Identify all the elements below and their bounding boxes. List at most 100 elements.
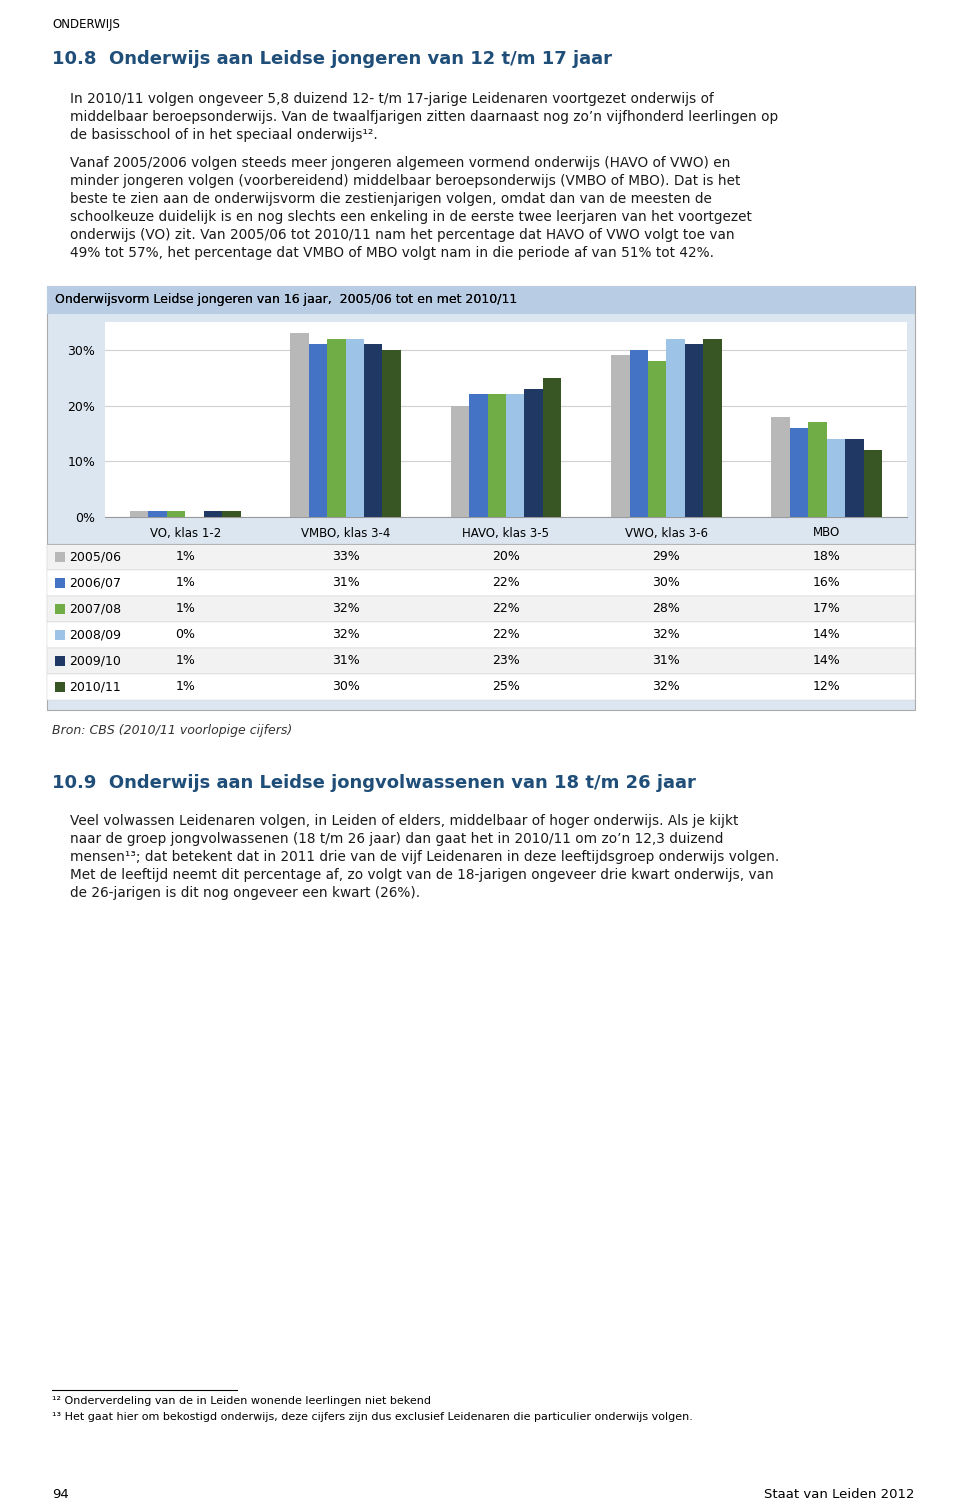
- Bar: [790, 428, 808, 517]
- Text: 20%: 20%: [492, 550, 520, 564]
- Text: 1%: 1%: [176, 550, 195, 564]
- Text: HAVO, klas 3-5: HAVO, klas 3-5: [463, 526, 549, 539]
- Text: 2005/06: 2005/06: [69, 550, 121, 564]
- Bar: [55, 604, 65, 613]
- Text: 14%: 14%: [813, 629, 841, 642]
- Text: 2007/08: 2007/08: [69, 603, 121, 615]
- Bar: [222, 511, 241, 517]
- Text: 1%: 1%: [176, 577, 195, 589]
- Text: 2010/11: 2010/11: [69, 680, 121, 694]
- Text: minder jongeren volgen (voorbereidend) middelbaar beroepsonderwijs (VMBO of MBO): minder jongeren volgen (voorbereidend) m…: [70, 174, 740, 187]
- Text: 31%: 31%: [332, 577, 359, 589]
- Bar: [47, 648, 915, 674]
- Bar: [469, 394, 488, 517]
- Text: 30%: 30%: [331, 680, 360, 694]
- Bar: [55, 579, 65, 588]
- Text: MBO: MBO: [813, 526, 840, 539]
- Bar: [450, 405, 469, 517]
- Text: 16%: 16%: [813, 577, 841, 589]
- Text: 22%: 22%: [492, 629, 520, 642]
- Text: schoolkeuze duidelijk is en nog slechts een enkeling in de eerste twee leerjaren: schoolkeuze duidelijk is en nog slechts …: [70, 210, 752, 224]
- Text: middelbaar beroepsonderwijs. Van de twaalfjarigen zitten daarnaast nog zo’n vijf: middelbaar beroepsonderwijs. Van de twaa…: [70, 110, 779, 124]
- Bar: [47, 544, 915, 570]
- Text: Met de leeftijd neemt dit percentage af, zo volgt van de 18-jarigen ongeveer dri: Met de leeftijd neemt dit percentage af,…: [70, 867, 774, 882]
- Text: VWO, klas 3-6: VWO, klas 3-6: [625, 526, 708, 539]
- Bar: [47, 570, 915, 595]
- Text: 1%: 1%: [176, 680, 195, 694]
- Text: ONDERWIJS: ONDERWIJS: [52, 18, 120, 32]
- Text: mensen¹³; dat betekent dat in 2011 drie van de vijf Leidenaren in deze leeftijds: mensen¹³; dat betekent dat in 2011 drie …: [70, 851, 780, 864]
- Bar: [772, 417, 790, 517]
- Text: 1%: 1%: [176, 654, 195, 668]
- Bar: [55, 552, 65, 562]
- Bar: [506, 394, 524, 517]
- Bar: [47, 623, 915, 648]
- Bar: [290, 332, 309, 517]
- Bar: [47, 286, 915, 314]
- Text: VMBO, klas 3-4: VMBO, klas 3-4: [300, 526, 391, 539]
- Text: de basisschool of in het speciaal onderwijs¹².: de basisschool of in het speciaal onderw…: [70, 128, 377, 142]
- Bar: [382, 351, 401, 517]
- Text: Staat van Leiden 2012: Staat van Leiden 2012: [764, 1488, 915, 1500]
- Bar: [630, 351, 648, 517]
- Bar: [105, 322, 907, 517]
- Text: onderwijs (VO) zit. Van 2005/06 tot 2010/11 nam het percentage dat HAVO of VWO v: onderwijs (VO) zit. Van 2005/06 tot 2010…: [70, 228, 734, 242]
- Text: Veel volwassen Leidenaren volgen, in Leiden of elders, middelbaar of hoger onder: Veel volwassen Leidenaren volgen, in Lei…: [70, 814, 738, 828]
- Text: 31%: 31%: [653, 654, 681, 668]
- Text: 10.9  Onderwijs aan Leidse jongvolwassenen van 18 t/m 26 jaar: 10.9 Onderwijs aan Leidse jongvolwassene…: [52, 774, 696, 792]
- Bar: [488, 394, 506, 517]
- Bar: [827, 440, 845, 517]
- Bar: [47, 286, 915, 710]
- Text: 94: 94: [52, 1488, 69, 1500]
- Text: 28%: 28%: [653, 603, 681, 615]
- Text: 14%: 14%: [813, 654, 841, 668]
- Bar: [648, 361, 666, 517]
- Text: 18%: 18%: [813, 550, 841, 564]
- Text: 22%: 22%: [492, 577, 520, 589]
- Text: 32%: 32%: [653, 680, 681, 694]
- Bar: [684, 345, 704, 517]
- Text: Vanaf 2005/2006 volgen steeds meer jongeren algemeen vormend onderwijs (HAVO of : Vanaf 2005/2006 volgen steeds meer jonge…: [70, 156, 731, 171]
- Text: Onderwijsvorm Leidse jongeren van 16 jaar,  2005/06 tot en met 2010/11: Onderwijsvorm Leidse jongeren van 16 jaa…: [55, 293, 517, 307]
- Text: 17%: 17%: [813, 603, 841, 615]
- Text: 29%: 29%: [653, 550, 681, 564]
- Bar: [612, 355, 630, 517]
- Bar: [346, 338, 364, 517]
- Bar: [204, 511, 222, 517]
- Text: 33%: 33%: [332, 550, 359, 564]
- Bar: [47, 674, 915, 700]
- Bar: [55, 630, 65, 641]
- Text: ¹³ Het gaat hier om bekostigd onderwijs, deze cijfers zijn dus exclusief Leidena: ¹³ Het gaat hier om bekostigd onderwijs,…: [52, 1411, 693, 1422]
- Text: 32%: 32%: [332, 603, 359, 615]
- Bar: [55, 681, 65, 692]
- Text: 0%: 0%: [175, 629, 195, 642]
- Text: de 26-jarigen is dit nog ongeveer een kwart (26%).: de 26-jarigen is dit nog ongeveer een kw…: [70, 885, 420, 901]
- Text: 32%: 32%: [653, 629, 681, 642]
- Text: Onderwijsvorm Leidse jongeren van 16 jaar,  2005/06 tot en met 2010/11: Onderwijsvorm Leidse jongeren van 16 jaa…: [55, 293, 517, 307]
- Text: 22%: 22%: [492, 603, 520, 615]
- Bar: [808, 422, 827, 517]
- Text: 30%: 30%: [653, 577, 681, 589]
- Text: 1%: 1%: [176, 603, 195, 615]
- Text: 32%: 32%: [332, 629, 359, 642]
- Text: beste te zien aan de onderwijsvorm die zestienjarigen volgen, omdat dan van de m: beste te zien aan de onderwijsvorm die z…: [70, 192, 712, 205]
- Text: 2008/09: 2008/09: [69, 629, 121, 642]
- Bar: [864, 450, 882, 517]
- Text: In 2010/11 volgen ongeveer 5,8 duizend 12- t/m 17-jarige Leidenaren voortgezet o: In 2010/11 volgen ongeveer 5,8 duizend 1…: [70, 92, 713, 106]
- Text: 31%: 31%: [332, 654, 359, 668]
- Text: 2006/07: 2006/07: [69, 577, 121, 589]
- Text: Bron: CBS (2010/11 voorlopige cijfers): Bron: CBS (2010/11 voorlopige cijfers): [52, 724, 292, 737]
- Bar: [704, 338, 722, 517]
- Text: ¹² Onderverdeling van de in Leiden wonende leerlingen niet bekend: ¹² Onderverdeling van de in Leiden wonen…: [52, 1396, 431, 1407]
- Bar: [524, 388, 543, 517]
- Bar: [55, 656, 65, 666]
- Bar: [327, 338, 346, 517]
- Text: VO, klas 1-2: VO, klas 1-2: [150, 526, 221, 539]
- Bar: [130, 511, 148, 517]
- Text: 49% tot 57%, het percentage dat VMBO of MBO volgt nam in die periode af van 51% : 49% tot 57%, het percentage dat VMBO of …: [70, 246, 714, 260]
- Bar: [148, 511, 167, 517]
- Bar: [845, 440, 864, 517]
- Text: 25%: 25%: [492, 680, 520, 694]
- Bar: [364, 345, 382, 517]
- Bar: [543, 378, 562, 517]
